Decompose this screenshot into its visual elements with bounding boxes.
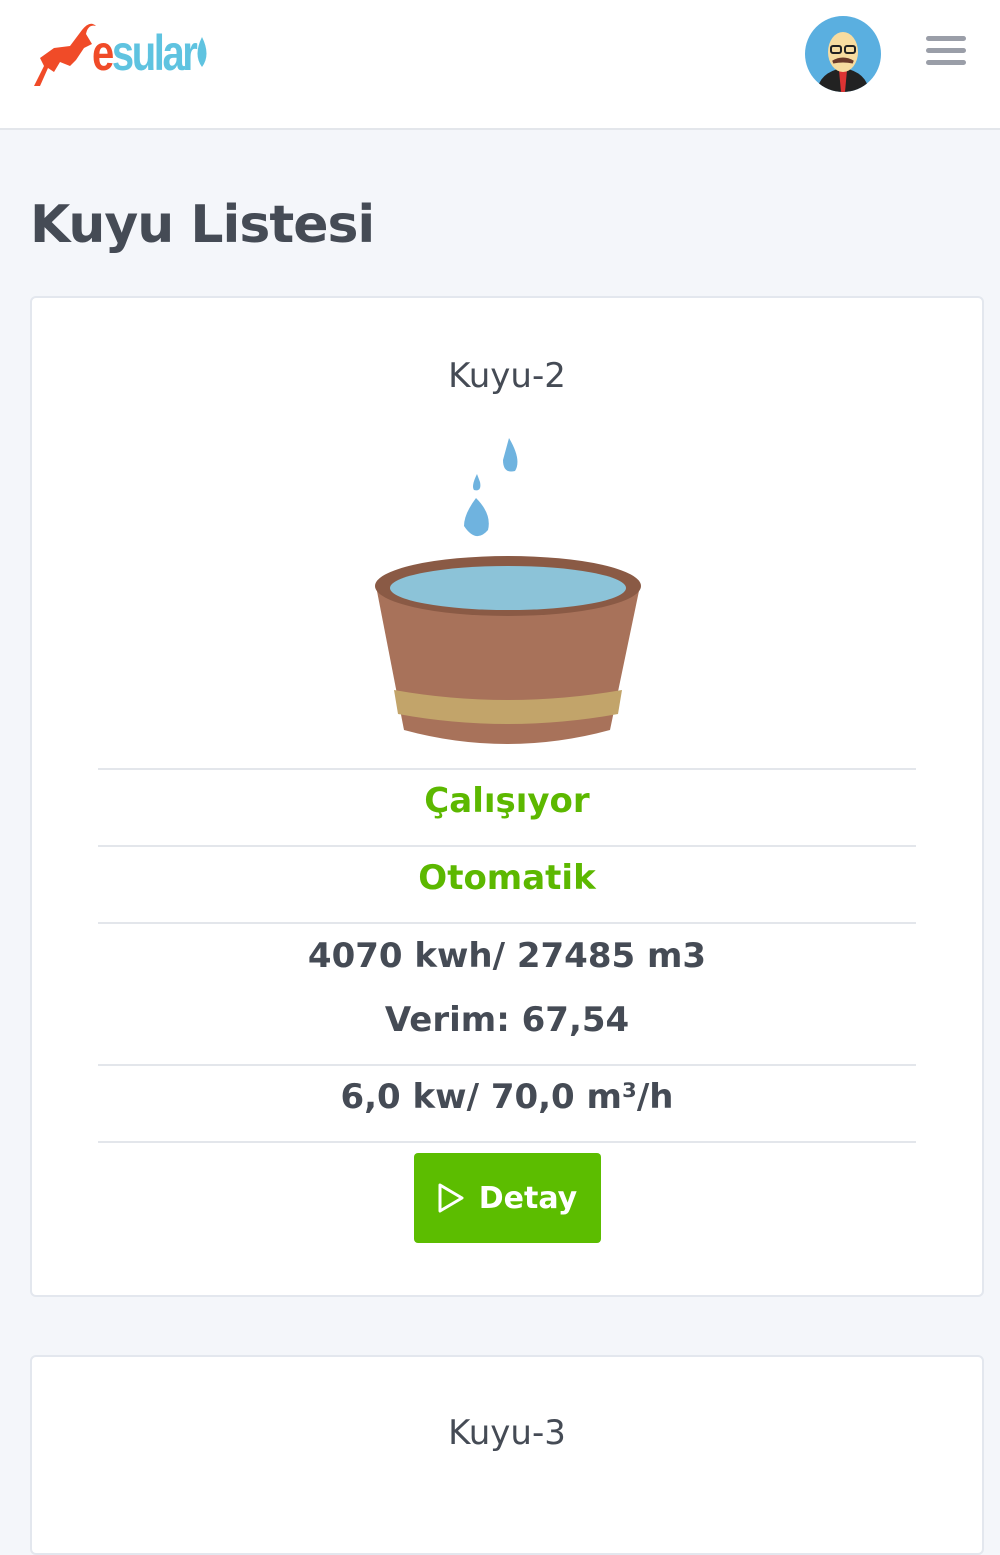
detail-button-label: Detay [478,1180,578,1216]
detail-button[interactable]: Detay [413,1153,601,1243]
page-title: Kuyu Listesi [30,195,375,255]
well-name: Kuyu-3 [448,1413,566,1453]
efficiency-text: Verim: 67,54 [384,1000,630,1040]
logo[interactable]: esular [30,18,213,88]
logo-rest: sular [111,25,198,81]
well-name: Kuyu-2 [448,356,566,396]
play-icon [438,1183,464,1213]
header: esular [0,0,1000,130]
power-text: 6,0 kw/ 70,0 m³/h [98,1064,916,1141]
goat-icon [34,23,96,86]
energy-text: 4070 kwh/ 27485 m3 [307,936,707,976]
button-row: Detay [98,1141,916,1243]
water-drop-icon [197,37,207,67]
hamburger-menu-icon[interactable] [926,36,966,68]
mode-text: Otomatik [98,845,916,922]
water-bucket-icon [375,438,641,744]
logo-e: e [92,25,114,81]
energy-block: 4070 kwh/ 27485 m3 Verim: 67,54 [98,922,916,1064]
status-text: Çalışıyor [98,768,916,845]
avatar-icon [817,32,869,92]
user-avatar[interactable] [805,16,881,92]
well-card: Kuyu-3 [30,1355,984,1555]
well-card: Kuyu-2 Çalışıyor Otomatik 4070 kwh/ 2748… [30,296,984,1297]
